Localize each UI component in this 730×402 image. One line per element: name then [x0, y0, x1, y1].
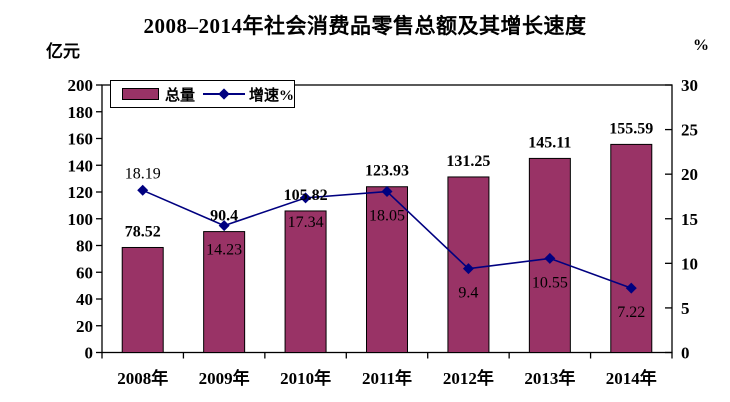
right-axis-tick-label: 25: [681, 121, 698, 140]
x-axis-label: 2010年: [280, 368, 331, 388]
x-axis-label: 2014年: [606, 368, 657, 388]
right-axis-tick-label: 5: [681, 299, 690, 318]
x-axis-label: 2008年: [117, 368, 168, 388]
line-value-label: 7.22: [617, 304, 645, 321]
line-marker-2011年: [381, 186, 393, 198]
line-value-label: 10.55: [532, 274, 568, 291]
bar-2008年: [121, 246, 164, 354]
line-value-label: 18.19: [125, 165, 161, 182]
bar-2010年: [284, 210, 327, 353]
line-marker-2010年: [300, 192, 312, 204]
x-axis-label: 2012年: [443, 368, 494, 388]
right-axis-unit-label: %: [693, 37, 709, 54]
right-axis-tick-label: 30: [681, 76, 698, 95]
right-axis-tick-label: 20: [681, 165, 698, 184]
bar-value-label: 90.4: [210, 208, 238, 225]
line-marker-2013年: [544, 252, 556, 264]
left-axis-unit-label: 亿元: [46, 42, 80, 61]
line-value-label: 9.4: [458, 285, 478, 302]
x-axis-label: 2011年: [362, 368, 412, 388]
bar-value-label: 123.93: [365, 163, 409, 180]
legend-diamond-icon: [218, 88, 230, 100]
bar-value-label: 155.59: [609, 120, 653, 137]
bar-2009年: [203, 231, 246, 353]
x-axis-label: 2009年: [199, 368, 250, 388]
left-axis-tick-label: 60: [76, 263, 93, 282]
line-marker-2008年: [137, 184, 149, 196]
line-marker-2012年: [462, 263, 474, 275]
left-axis-tick-label: 120: [68, 183, 94, 202]
left-axis-tick-label: 180: [68, 103, 94, 122]
bar-value-label: 145.11: [528, 134, 571, 151]
right-axis-tick-label: 0: [681, 344, 690, 363]
chart-title: 2008–2014年社会消费品零售总额及其增长速度: [143, 14, 587, 38]
legend-bar-swatch: [122, 88, 159, 100]
left-axis-tick-label: 200: [68, 76, 94, 95]
legend-line-swatch: [203, 88, 246, 100]
legend: 总量 增速%: [110, 80, 295, 108]
legend-label-total: 总量: [165, 87, 196, 104]
x-axis-label: 2013年: [524, 368, 575, 388]
right-axis-tick-label: 10: [681, 254, 698, 273]
left-axis-tick-label: 80: [76, 237, 93, 256]
bar-2014年: [610, 143, 653, 353]
left-axis-tick-label: 140: [68, 156, 94, 175]
left-axis-tick-label: 100: [68, 210, 94, 229]
line-value-label: 18.05: [369, 208, 405, 225]
left-axis-tick-label: 20: [76, 317, 93, 336]
bar-value-label: 78.52: [125, 223, 161, 240]
line-value-label: 17.34: [288, 214, 324, 231]
line-marker-2014年: [625, 282, 637, 294]
bar-value-label: 105.82: [284, 187, 328, 204]
legend-label-growth: 增速%: [249, 87, 295, 104]
line-value-label: 14.23: [206, 242, 242, 259]
line-marker-2009年: [218, 220, 230, 232]
bar-value-label: 131.25: [446, 153, 490, 170]
left-axis-tick-label: 160: [68, 130, 94, 149]
right-axis-tick-label: 15: [681, 210, 698, 229]
left-axis-tick-label: 40: [76, 290, 93, 309]
left-axis-tick-label: 0: [85, 344, 94, 363]
